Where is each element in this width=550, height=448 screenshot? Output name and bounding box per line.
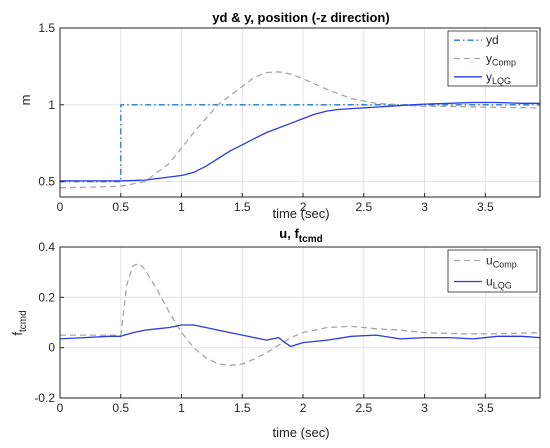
- legend-label-yComp: yComp: [486, 52, 516, 68]
- force-chart-xtick-label: 1: [178, 401, 185, 415]
- force-chart-xlabel: time (sec): [272, 425, 329, 440]
- force-chart-title-sub: tcmd: [299, 234, 323, 245]
- series-line-uComp: [60, 262, 541, 366]
- force-chart-ticks: 0 0.5 1 1.5 2 2.5 3 3.5-0.200.20.4: [34, 240, 494, 415]
- position-chart-xtick-label: 2: [300, 200, 307, 214]
- series-line-uLQG: [59, 324, 541, 348]
- position-chart-ytick-label: 1: [48, 98, 55, 112]
- force-chart: u, ftcmd ftcmd time (sec) 0 0.5 1 1.5 2 2.5 3 3…: [10, 226, 541, 440]
- force-chart-ytick-label: 0: [48, 341, 55, 355]
- force-chart-xtick-label: 0.5: [112, 401, 129, 415]
- force-chart-xtick-label: 3: [421, 401, 428, 415]
- force-chart-xtick-label: 3.5: [477, 401, 494, 415]
- force-chart-title-main: u, f: [279, 226, 299, 241]
- position-chart-ytick-label: 1.5: [38, 21, 55, 35]
- position-chart-frame: [59, 27, 541, 198]
- position-chart-xtick-label: 3.5: [477, 200, 494, 214]
- position-chart-ytick-label: 0.5: [38, 175, 55, 189]
- force-chart-ylabel: ftcmd: [10, 310, 29, 335]
- legend-label-yd: yd: [486, 33, 499, 47]
- position-chart-xtick-label: 1.5: [234, 200, 251, 214]
- position-chart-title: yd & y, position (-z direction): [212, 10, 389, 25]
- force-chart-title: u, ftcmd: [279, 226, 322, 245]
- position-chart-xtick-label: 0.5: [112, 200, 129, 214]
- position-chart-xtick-label: 2.5: [355, 200, 372, 214]
- position-chart-legend: yd yComp yLQG: [447, 30, 538, 87]
- series-line-yLQG: [60, 101, 540, 182]
- force-chart-ytick-label: 0.4: [38, 240, 55, 254]
- force-chart-xtick-label: 0: [57, 401, 64, 415]
- position-chart-ylabel: m: [18, 95, 33, 106]
- position-chart-series: [59, 71, 541, 189]
- force-chart-frame: [59, 246, 541, 399]
- force-chart-ytick-label: 0.2: [38, 290, 55, 304]
- force-chart-ylabel-sub: tcmd: [18, 310, 29, 332]
- legend-label-uComp: uComp: [486, 254, 517, 270]
- legend-label-yLQG: yLQG: [486, 70, 511, 86]
- force-chart-xtick-label: 2: [300, 401, 307, 415]
- force-chart-ytick-label: -0.2: [34, 391, 55, 405]
- position-chart-xlabel: time (sec): [272, 206, 329, 221]
- position-chart-xtick-label: 3: [421, 200, 428, 214]
- force-chart-ylabel-main: f: [10, 332, 25, 336]
- legend-label-uLQG: uLQG: [486, 275, 512, 291]
- series-line-yComp: [59, 71, 541, 189]
- force-chart-legend: uComp uLQG: [447, 249, 538, 293]
- force-chart-series: [59, 262, 541, 366]
- position-chart-xtick-label: 0: [57, 200, 64, 214]
- force-chart-xtick-label: 2.5: [355, 401, 372, 415]
- force-chart-xtick-label: 1.5: [234, 401, 251, 415]
- series-line-yd: [60, 104, 540, 183]
- position-chart-xtick-label: 1: [178, 200, 185, 214]
- position-chart: yd & y, position (-z direction) m time (…: [18, 10, 541, 221]
- force-chart-legend-box: [447, 249, 538, 293]
- position-chart-ticks: 0 0.5 1 1.5 2 2.5 3 3.50.511.5: [38, 21, 494, 214]
